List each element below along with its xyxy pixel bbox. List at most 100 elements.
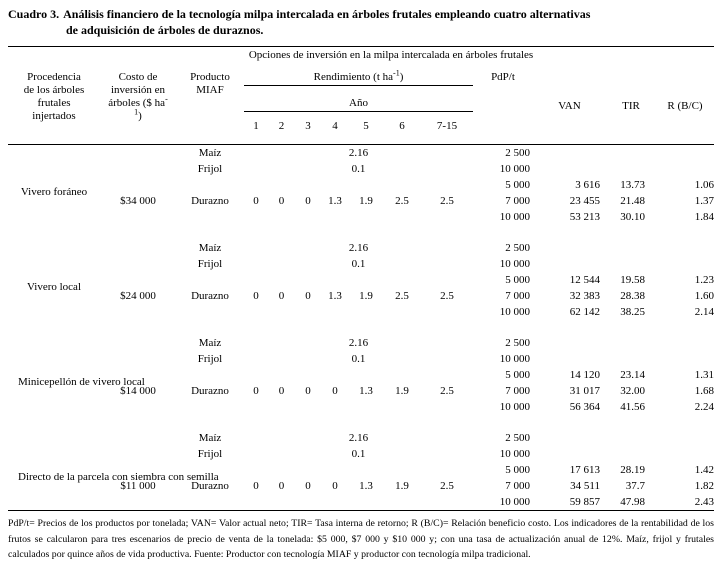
rbc-cell: 2.14 bbox=[694, 306, 714, 318]
rendimiento-sup: -1 bbox=[393, 67, 400, 77]
pdp-cell: 7 000 bbox=[505, 195, 530, 207]
year-value-cell: 0 bbox=[253, 385, 259, 397]
year-value-cell: 1.9 bbox=[395, 385, 409, 397]
producto-cell bbox=[176, 367, 244, 383]
producto-cell bbox=[176, 209, 244, 225]
yield-span-cell bbox=[244, 462, 473, 478]
rbc-cell: 2.43 bbox=[694, 496, 714, 508]
tir-cell bbox=[606, 256, 656, 272]
costo-cell: $24 000 bbox=[120, 290, 156, 302]
van-cell: 32 383 bbox=[569, 290, 600, 302]
rbc-cell: 1.06 bbox=[694, 179, 714, 191]
year-header: 5 bbox=[363, 119, 369, 132]
table-row: 10 000 59 857 47.98 2.43 bbox=[8, 494, 714, 511]
van-cell bbox=[533, 351, 606, 367]
tir-cell: 19.58 bbox=[620, 274, 645, 286]
yield-span-cell: 2.16 bbox=[348, 242, 369, 254]
pdp-cell: 10 000 bbox=[499, 353, 530, 365]
table-row: 5 000 3 616 13.73 1.06 bbox=[8, 177, 714, 193]
tir-cell: 23.14 bbox=[620, 369, 645, 381]
yield-span-cell bbox=[244, 209, 473, 225]
van-cell: 12 544 bbox=[569, 274, 600, 286]
producto-cell bbox=[176, 272, 244, 288]
van-cell: 62 142 bbox=[569, 306, 600, 318]
tir-cell: 30.10 bbox=[620, 211, 645, 223]
year-value-cell: 1.9 bbox=[395, 480, 409, 492]
producto-cell: Maíz bbox=[198, 147, 222, 159]
table-title-line1: Análisis financiero de la tecnología mil… bbox=[63, 7, 591, 21]
tir-cell: 32.00 bbox=[620, 385, 645, 397]
pdp-cell: 10 000 bbox=[499, 211, 530, 223]
costo-cell bbox=[100, 304, 176, 320]
producto-cell: Maíz bbox=[198, 242, 222, 254]
year-value-cell: 0 bbox=[305, 195, 311, 207]
pdp-cell: 5 000 bbox=[505, 274, 530, 286]
pdp-cell: 10 000 bbox=[499, 258, 530, 270]
year-header: 1 bbox=[253, 119, 259, 132]
year-header: 7-15 bbox=[436, 119, 458, 132]
tir-cell: 37.7 bbox=[625, 480, 645, 492]
van-cell: 34 511 bbox=[570, 480, 600, 492]
pdp-cell: 7 000 bbox=[505, 290, 530, 302]
van-cell bbox=[533, 256, 606, 272]
empty-header-cell bbox=[8, 47, 176, 69]
costo-cell bbox=[100, 446, 176, 462]
pdp-cell: 5 000 bbox=[505, 179, 530, 191]
procedencia-header: Procedencia de los árboles frutales inje… bbox=[23, 70, 85, 122]
tir-cell bbox=[606, 335, 656, 351]
rendimiento-header: Rendimiento (t ha-1) bbox=[244, 67, 473, 95]
year-value-cell: 1.9 bbox=[359, 290, 373, 302]
year-value-cell: 1.9 bbox=[359, 195, 373, 207]
empty-header-cell bbox=[606, 47, 714, 69]
year-value-cell: 2.5 bbox=[395, 195, 409, 207]
block-spacer-row bbox=[8, 415, 714, 430]
procedencia-cell: Minicepellón de vivero local bbox=[18, 375, 145, 388]
spanning-header-row: Opciones de inversión en la milpa interc… bbox=[8, 47, 714, 69]
van-cell bbox=[533, 430, 606, 446]
costo-cell bbox=[100, 399, 176, 415]
van-cell bbox=[533, 145, 606, 162]
costo-header-sup: -1 bbox=[134, 93, 168, 116]
year-group-header-row: Año bbox=[8, 95, 714, 117]
ano-header: Año bbox=[244, 95, 473, 117]
rendimiento-header-text: Rendimiento (t ha-1) bbox=[244, 67, 473, 86]
costo-cell: $14 000 bbox=[120, 385, 156, 397]
table-row: Frijol 0.1 10 000 bbox=[8, 161, 714, 177]
tir-cell bbox=[606, 145, 656, 162]
rbc-cell: 1.82 bbox=[694, 480, 714, 492]
financial-table: Opciones de inversión en la milpa interc… bbox=[8, 46, 714, 511]
year-value-cell: 1.3 bbox=[328, 290, 342, 302]
costo-cell bbox=[100, 256, 176, 272]
tir-cell: 21.48 bbox=[620, 195, 645, 207]
rbc-cell bbox=[656, 446, 714, 462]
van-cell: 31 017 bbox=[569, 385, 600, 397]
costo-header: Costo de inversión en árboles ($ ha-1) bbox=[100, 69, 176, 145]
costo-cell bbox=[100, 161, 176, 177]
van-cell bbox=[533, 335, 606, 351]
pdp-cell: 5 000 bbox=[505, 464, 530, 476]
pdp-cell: 10 000 bbox=[499, 496, 530, 508]
year-value-cell: 0 bbox=[332, 385, 338, 397]
van-cell: 3 616 bbox=[575, 179, 600, 191]
pdp-cell: 2 500 bbox=[505, 147, 530, 159]
year-value-cell: 0 bbox=[278, 195, 285, 207]
table-footnote: PdP/t= Precios de los productos por tone… bbox=[8, 518, 714, 560]
yield-span-cell: 0.1 bbox=[351, 353, 366, 365]
costo-cell bbox=[100, 494, 176, 511]
rbc-header: R (B/C) bbox=[667, 100, 703, 113]
producto-cell: Frijol bbox=[197, 258, 223, 270]
table-number-label: Cuadro 3. bbox=[8, 7, 60, 21]
producto-cell: Frijol bbox=[197, 163, 223, 175]
producto-cell bbox=[176, 177, 244, 193]
rbc-cell bbox=[656, 430, 714, 446]
van-cell bbox=[533, 240, 606, 256]
year-header: 4 bbox=[332, 119, 338, 132]
year-value-cell: 2.5 bbox=[440, 480, 454, 492]
table-row: $34 000 Durazno 0 0 0 1.3 1.9 2.5 2.5 7 … bbox=[8, 193, 714, 209]
producto-cell: Durazno bbox=[191, 195, 229, 207]
year-value-cell: 0 bbox=[332, 480, 338, 492]
yield-span-cell bbox=[244, 177, 473, 193]
year-value-cell: 1.3 bbox=[359, 480, 373, 492]
rbc-cell bbox=[656, 145, 714, 162]
pdp-cell: 10 000 bbox=[499, 401, 530, 413]
